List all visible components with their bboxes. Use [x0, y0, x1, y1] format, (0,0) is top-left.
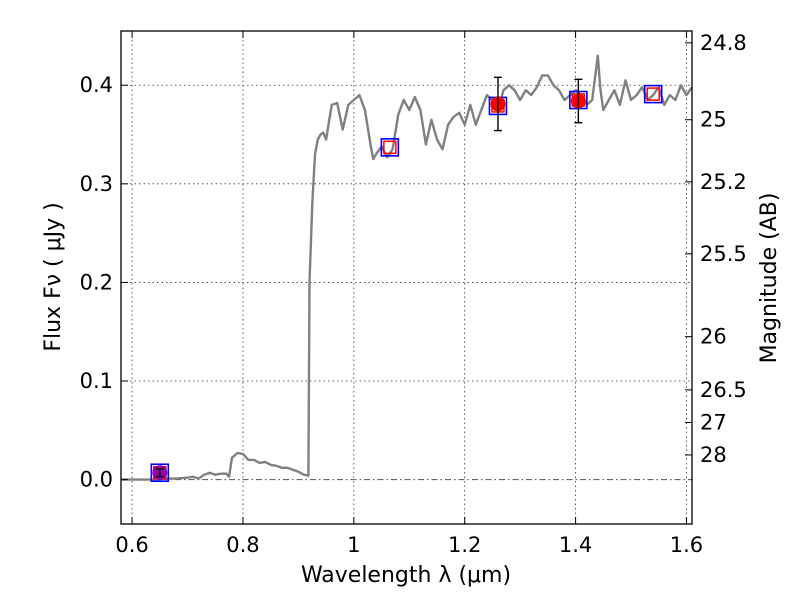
x-tick-label: 1	[347, 533, 360, 557]
y-axis-label: Flux Fν ( μJy )	[41, 202, 66, 351]
y2-tick-label: 24.8	[700, 31, 747, 55]
y2-tick-label: 25	[700, 108, 727, 132]
y2-tick-label: 27	[700, 410, 727, 434]
model-band-box	[643, 84, 663, 104]
y2-tick-label: 26.5	[700, 378, 747, 402]
y2-tick-label: 25.2	[700, 170, 747, 194]
y-tick-label: 0.1	[80, 369, 113, 393]
model-band-point	[646, 87, 660, 101]
y2-tick-label: 26	[700, 325, 727, 349]
y-tick-label: 0.0	[80, 468, 113, 492]
y-tick-label: 0.3	[80, 172, 113, 196]
y2-axis-label: Magnitude (AB)	[757, 193, 782, 364]
x-tick-label: 1.4	[559, 533, 592, 557]
x-tick-label: 1.6	[670, 533, 703, 557]
x-tick-label: 1.2	[448, 533, 481, 557]
model-band-box	[150, 463, 170, 483]
x-tick-label: 0.8	[226, 533, 259, 557]
ticks: 0.6 0.8 1 1.2 1.4 1.6 0.0 0.1 0.2 0.3 0.4 24.8 25 25.…	[80, 31, 747, 557]
x-axis-label: Wavelength λ (μm)	[301, 563, 511, 588]
x-tick-label: 0.6	[115, 533, 148, 557]
y2-tick-label: 28	[700, 443, 727, 467]
data-area	[121, 54, 692, 483]
plot-background	[121, 31, 692, 524]
y-tick-label: 0.4	[80, 73, 113, 97]
y-tick-label: 0.2	[80, 270, 113, 294]
plot-frame	[120, 30, 693, 525]
model-spectrum-line	[121, 54, 692, 481]
model-band-point	[383, 140, 397, 155]
y2-tick-label: 25.5	[700, 242, 747, 266]
grid	[121, 31, 692, 524]
model-band-box	[380, 138, 400, 157]
